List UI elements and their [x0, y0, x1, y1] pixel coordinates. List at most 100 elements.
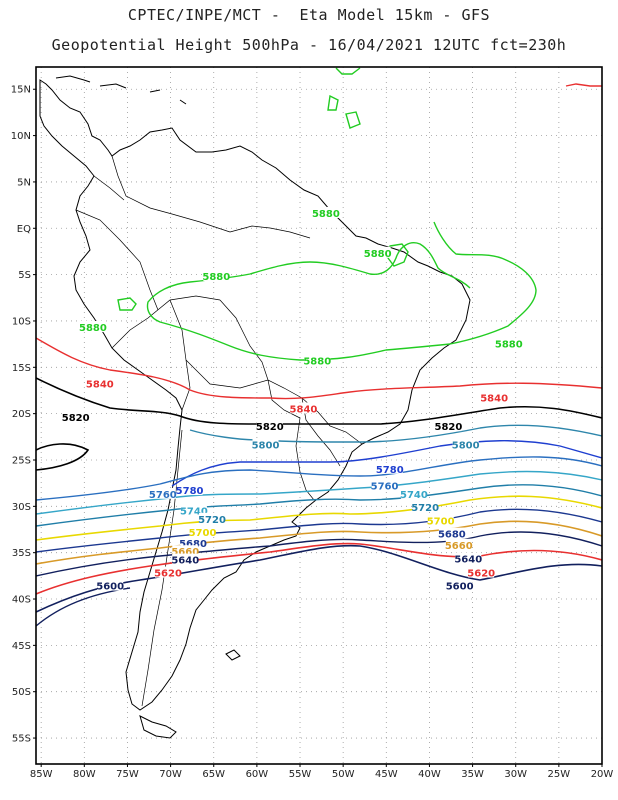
contour-labels: 5880 5880 5880 5880 5880 5880 5840 5840 5840 5820…	[62, 206, 523, 593]
contour-label-bg	[445, 538, 472, 550]
contour-label: 5740	[400, 490, 428, 501]
contour-label: 5700	[427, 517, 455, 528]
contour-label-bg	[481, 391, 508, 403]
contour-label: 5600	[446, 582, 474, 593]
contour-label-bg	[252, 438, 279, 450]
contour-label-bg	[468, 566, 495, 578]
contour-label: 5880	[79, 323, 107, 334]
contour-label-bg	[446, 579, 473, 591]
contour-label-bg	[290, 402, 317, 414]
lat-tick-label: 10S	[12, 316, 31, 327]
contour-label: 5880	[303, 356, 331, 367]
contour-label-bg	[412, 500, 439, 512]
contour-5880-small-3	[327, 67, 361, 129]
contour-5820	[36, 377, 602, 425]
gridlines	[36, 67, 603, 764]
lat-tick-label: 15S	[12, 363, 31, 374]
lon-tick-label: 25W	[548, 769, 571, 780]
lon-tick-label: 30W	[504, 769, 527, 780]
chart-title-line2: Geopotential Height 500hPa - 16/04/2021 …	[51, 36, 567, 54]
contour-label: 5880	[364, 249, 392, 260]
lat-tick-label: 40S	[12, 595, 31, 606]
lat-tick-label: 45S	[12, 641, 31, 652]
contour-5620	[36, 542, 602, 595]
contour-label-bg	[371, 479, 398, 491]
contour-label-bg	[79, 320, 106, 332]
contour-label: 5880	[312, 209, 340, 220]
lat-tick-label: 35S	[12, 548, 31, 559]
contour-label-bg	[189, 525, 216, 537]
contour-label-bg	[435, 420, 462, 432]
contour-5880-small-1	[117, 297, 137, 311]
contour-label-bg	[180, 536, 207, 548]
contour-label: 5700	[189, 528, 217, 539]
contour-label: 5820	[256, 422, 284, 433]
tierra-del-fuego-coastline	[139, 715, 177, 739]
contour-label-bg	[427, 514, 454, 526]
contour-5700	[36, 495, 602, 541]
contour-label-bg	[304, 354, 331, 366]
lat-tick-label: 15N	[11, 85, 31, 96]
contour-label: 5620	[154, 569, 182, 580]
contour-label: 5840	[480, 393, 508, 404]
contour-label: 5800	[252, 441, 280, 452]
contour-label-bg	[199, 512, 226, 524]
contour-label: 5780	[176, 486, 204, 497]
lon-tick-label: 75W	[116, 769, 139, 780]
south-america-coastline	[39, 79, 471, 711]
contour-label-bg	[97, 579, 124, 591]
contour-label-bg	[312, 206, 339, 218]
contour-label: 5640	[454, 555, 482, 566]
contour-5660	[36, 520, 602, 565]
country-borders	[75, 155, 363, 707]
contour-label: 5840	[86, 379, 114, 390]
contour-label: 5640	[171, 556, 199, 567]
contour-label: 5740	[180, 506, 208, 517]
lon-tick-label: 65W	[202, 769, 225, 780]
contour-label-bg	[155, 566, 182, 578]
contour-label-bg	[62, 410, 89, 422]
contour-5840-north	[565, 83, 602, 87]
caribbean-islands-coastline	[55, 75, 187, 105]
contour-5760	[36, 456, 602, 501]
contour-label-bg	[149, 487, 176, 499]
contour-5880-small-2	[387, 243, 409, 267]
contour-label-bg	[495, 337, 522, 349]
contour-label: 5780	[376, 465, 404, 476]
axis-ticks: 15N 10N 5N EQ 5S 10S 15S 20S 25S 30S 35S 40S 45S 50S 5…	[11, 85, 614, 780]
lon-tick-label: 45W	[375, 769, 398, 780]
contour-label: 5760	[371, 481, 399, 492]
contour-label-bg	[203, 269, 230, 281]
contour-label: 5660	[445, 541, 473, 552]
contour-5740	[36, 470, 602, 515]
contour-label-bg	[172, 545, 199, 557]
contour-label-bg	[376, 462, 403, 474]
contour-label: 5760	[149, 490, 177, 501]
contour-5720	[36, 484, 602, 527]
contour-label-bg	[438, 527, 465, 539]
basemap	[39, 75, 471, 739]
lon-tick-label: 60W	[246, 769, 269, 780]
contour-label: 5620	[467, 569, 495, 580]
contour-label: 5660	[171, 547, 199, 558]
contour-5780	[171, 440, 602, 487]
contour-label: 5880	[202, 272, 230, 283]
contour-label-bg	[86, 377, 113, 389]
lat-tick-label: 50S	[12, 687, 31, 698]
lon-tick-label: 35W	[461, 769, 484, 780]
lat-tick-label: 30S	[12, 502, 31, 513]
contour-label: 5820	[434, 422, 462, 433]
lon-tick-label: 55W	[289, 769, 312, 780]
lon-tick-label: 20W	[591, 769, 614, 780]
contour-label: 5800	[452, 441, 480, 452]
lat-tick-label: 25S	[12, 455, 31, 466]
lon-tick-label: 70W	[159, 769, 182, 780]
contour-label: 5600	[96, 582, 124, 593]
contour-label: 5680	[179, 539, 207, 550]
lat-tick-label: 10N	[11, 131, 31, 142]
contour-5600	[36, 544, 602, 613]
lat-tick-label: 5S	[18, 270, 31, 281]
contour-5640	[36, 531, 602, 577]
lon-tick-label: 50W	[332, 769, 355, 780]
